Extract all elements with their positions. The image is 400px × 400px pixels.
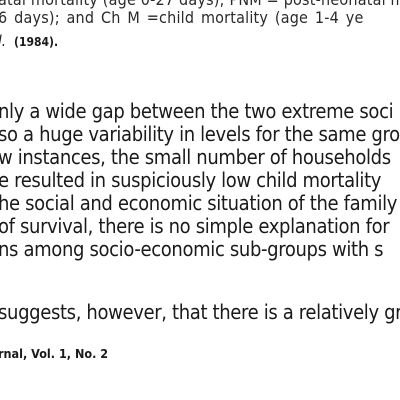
citation-year: (1984). xyxy=(14,35,59,49)
paragraph-line: of survival, there is no simple explanat… xyxy=(0,214,390,238)
child-mortality-definition-line: 6 days); and Ch M =child mortality (age … xyxy=(0,8,364,27)
paragraph-line: he social and economic situation of the … xyxy=(0,191,398,215)
paragraph-line: w instances, the small number of househo… xyxy=(0,145,391,169)
second-paragraph-line: suggests, however, that there is a relat… xyxy=(0,300,400,324)
paragraph-line: nly a wide gap between the two extreme s… xyxy=(0,99,394,123)
paragraph-line: e resulted in suspiciously low child mor… xyxy=(0,168,382,192)
journal-footer: rnal, Vol. 1, No. 2 xyxy=(0,346,109,361)
citation-line: l. (1984). xyxy=(0,34,58,49)
citation-et-al: l. xyxy=(0,32,7,50)
paragraph-line: ns among socio-economic sub-groups with … xyxy=(0,237,384,261)
paragraph-line: so a huge variability in levels for the … xyxy=(0,122,400,146)
clipped-definition-line: atal mortality (age 0-27 days); PNM = po… xyxy=(0,0,400,8)
